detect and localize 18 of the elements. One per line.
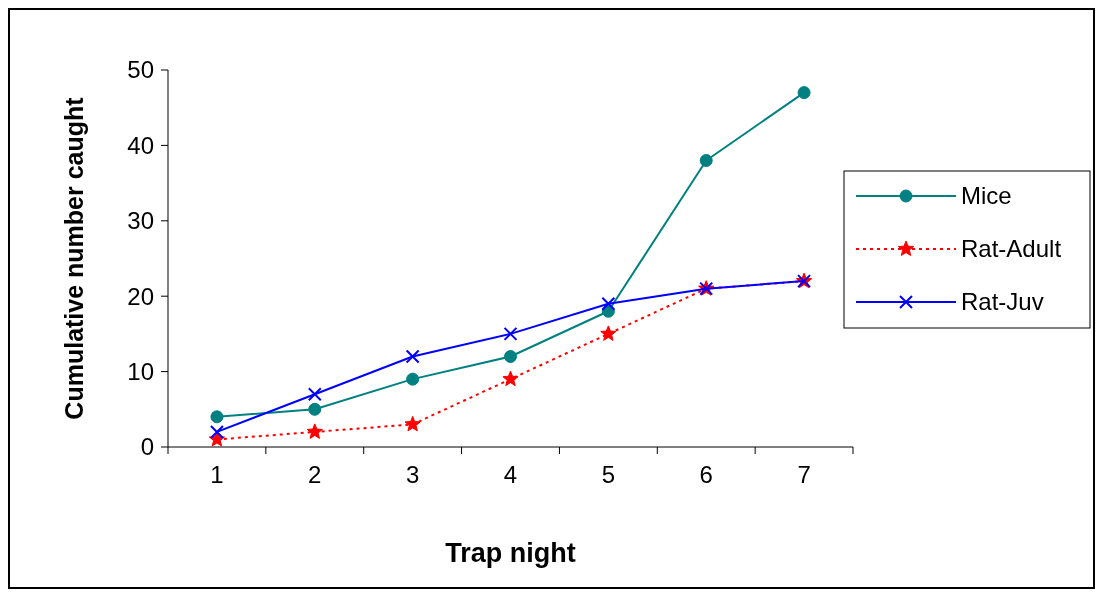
y-tick-label: 40: [127, 131, 154, 159]
legend-label: Rat-Juv: [961, 288, 1044, 316]
x-tick-label: 7: [797, 461, 811, 488]
x-tick-label: 6: [699, 461, 713, 488]
y-tick-label: 20: [127, 282, 154, 310]
x-tick-label: 2: [308, 461, 322, 488]
x-tick-label: 1: [210, 461, 224, 488]
y-tick-label: 10: [127, 358, 154, 385]
x-tick-label: 5: [601, 461, 616, 488]
legend-label: Rat-Adult: [961, 235, 1062, 263]
x-tick-label: 3: [405, 461, 420, 488]
x-tick-label: 4: [503, 461, 518, 488]
y-axis-title: Cumulative number caught: [60, 96, 88, 420]
x-axis-title: Trap night: [445, 538, 576, 568]
legend-label: Mice: [961, 182, 1012, 210]
y-tick-label: 30: [127, 207, 154, 235]
y-tick-label: 0: [140, 433, 154, 461]
y-tick-label: 50: [127, 56, 154, 84]
